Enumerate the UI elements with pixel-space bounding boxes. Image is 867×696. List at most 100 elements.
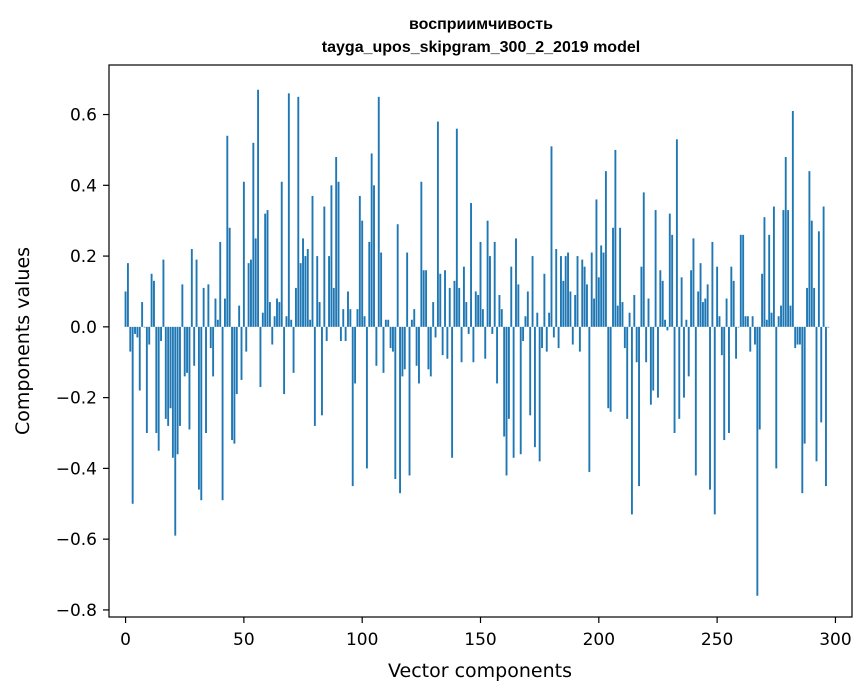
- bar: [772, 206, 775, 327]
- bar: [526, 291, 529, 327]
- bar: [751, 316, 754, 327]
- bar: [465, 302, 468, 327]
- bar: [510, 266, 513, 327]
- bar: [796, 326, 799, 345]
- bar: [666, 326, 669, 331]
- bar: [444, 270, 446, 327]
- bar: [661, 280, 664, 327]
- bar: [226, 135, 229, 327]
- bar: [718, 316, 721, 327]
- bar: [202, 287, 205, 327]
- bar: [763, 217, 766, 327]
- bar: [732, 280, 735, 327]
- bar: [574, 295, 577, 327]
- y-axis-label: Components values: [12, 247, 34, 435]
- bar: [709, 326, 711, 490]
- bar: [500, 309, 503, 327]
- bar: [162, 259, 165, 327]
- bar: [200, 326, 203, 501]
- bar: [394, 326, 397, 479]
- bar: [685, 319, 688, 327]
- bar: [446, 326, 449, 359]
- bar: [339, 326, 342, 341]
- bar: [129, 326, 132, 352]
- bar: [765, 319, 768, 327]
- bar: [512, 326, 515, 458]
- bar: [614, 149, 617, 327]
- bar: [680, 277, 683, 327]
- bar: [408, 326, 411, 476]
- bar: [455, 128, 458, 327]
- bar: [377, 96, 380, 327]
- bar: [560, 256, 562, 327]
- bar: [687, 326, 690, 377]
- bar: [195, 259, 198, 327]
- bar: [238, 305, 241, 327]
- bar: [640, 266, 643, 327]
- bar: [124, 291, 127, 327]
- bar: [467, 326, 470, 334]
- bar: [242, 181, 245, 327]
- bar: [470, 203, 472, 327]
- bar: [803, 326, 806, 444]
- bar: [491, 326, 494, 334]
- bar: [706, 284, 709, 327]
- bar: [197, 326, 200, 490]
- bar: [448, 287, 451, 327]
- bar: [254, 238, 257, 327]
- bar: [150, 273, 153, 327]
- bar: [171, 326, 174, 458]
- bar: [273, 316, 276, 327]
- bar: [517, 284, 520, 327]
- bar: [287, 93, 290, 327]
- bar: [522, 326, 525, 341]
- bar: [777, 316, 780, 327]
- bar: [418, 326, 420, 384]
- bar: [432, 302, 435, 327]
- bar: [245, 326, 248, 352]
- bar: [477, 295, 480, 327]
- bar: [649, 326, 652, 405]
- bar: [638, 326, 640, 487]
- bar: [787, 210, 790, 327]
- bar: [361, 220, 364, 327]
- bar: [498, 295, 501, 327]
- bar: [280, 181, 283, 327]
- bar: [240, 326, 243, 380]
- bar: [157, 326, 160, 451]
- bar: [775, 326, 778, 469]
- bar: [654, 210, 657, 327]
- bar: [519, 326, 522, 455]
- bar: [533, 326, 536, 448]
- bar: [737, 326, 740, 328]
- bar: [415, 326, 418, 366]
- bar: [219, 241, 222, 327]
- bar: [302, 238, 304, 327]
- bar: [739, 234, 742, 327]
- bar: [671, 234, 674, 327]
- bar: [153, 280, 155, 327]
- bar: [183, 326, 186, 377]
- y-tick-label: −0.6: [56, 530, 97, 550]
- bar: [515, 238, 517, 327]
- bar: [349, 309, 352, 327]
- bar: [791, 111, 794, 327]
- bar: [141, 302, 144, 327]
- bar: [720, 326, 723, 356]
- bar: [323, 206, 326, 327]
- bar: [472, 326, 475, 363]
- bar: [503, 326, 506, 437]
- bar: [344, 326, 347, 341]
- bar: [628, 312, 631, 327]
- bar: [126, 263, 129, 327]
- y-tick-label: 0.0: [70, 318, 97, 338]
- bar: [321, 326, 323, 416]
- bar: [586, 284, 588, 327]
- bar: [285, 316, 288, 327]
- bar: [754, 326, 756, 345]
- bar: [462, 266, 465, 327]
- bar: [756, 326, 759, 596]
- bar: [496, 326, 499, 384]
- y-tick-label: −0.2: [56, 389, 97, 409]
- bar: [375, 326, 378, 366]
